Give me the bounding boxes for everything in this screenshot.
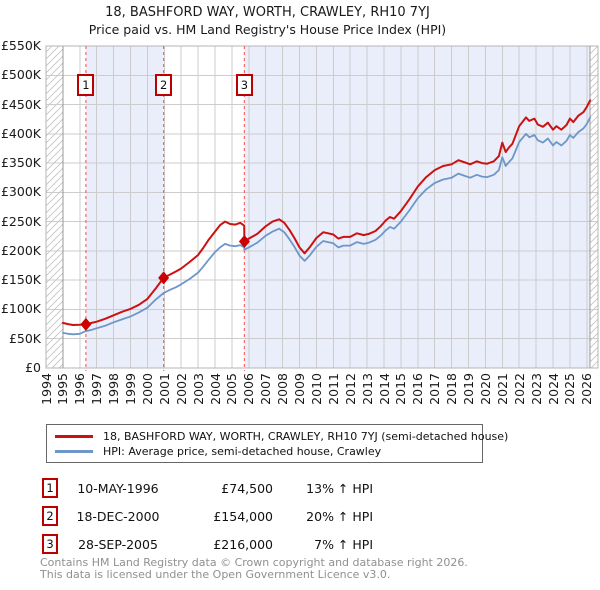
transaction-flag-2-label: 2	[159, 78, 168, 92]
blue-line-swatch	[55, 450, 93, 453]
transaction-hpi-diff: 7% ↑ HPI	[314, 536, 373, 552]
transaction-date: 28-SEP-2005	[78, 536, 158, 552]
x-tick-label: 2018	[444, 373, 460, 405]
x-tick-label: 2004	[207, 373, 223, 405]
transaction-flag-1-label: 1	[82, 78, 90, 92]
transaction-flag-1: 1	[77, 74, 95, 96]
transaction-flag-3-label: 3	[240, 78, 249, 92]
x-tick-label: 2026	[579, 373, 595, 405]
legend-row-hpi: HPI: Average price, semi-detached house,…	[55, 444, 474, 459]
transaction-number-badge: 3	[42, 534, 58, 554]
red-line-swatch	[55, 435, 93, 438]
x-tick-label: 2002	[173, 373, 189, 405]
license-footer: Contains HM Land Registry data © Crown c…	[40, 557, 468, 580]
x-tick-label: 2015	[393, 373, 409, 405]
x-tick-label: 1994	[38, 373, 54, 405]
transaction-number-badge: 1	[42, 478, 58, 498]
transaction-price: £154,000	[213, 508, 273, 524]
table-row: 2 18-DEC-2000 £154,000 20% ↑ HPI	[42, 505, 373, 527]
transaction-number: 1	[46, 481, 54, 495]
x-tick-label: 2000	[139, 373, 155, 405]
y-tick-label: £400K	[0, 125, 41, 141]
y-tick-label: £550K	[0, 38, 41, 53]
transaction-hpi-diff: 20% ↑ HPI	[306, 508, 373, 524]
y-tick-label: £200K	[0, 242, 41, 258]
transaction-number: 2	[46, 509, 54, 523]
chart-canvas	[45, 45, 599, 371]
transaction-flag-2: 2	[155, 74, 173, 96]
x-tick-label: 2013	[359, 373, 375, 405]
x-tick-label: 2017	[427, 373, 443, 405]
x-tick-label: 1995	[55, 373, 71, 405]
page-subtitle: Price paid vs. HM Land Registry's House …	[88, 22, 447, 37]
footer-line2: This data is licensed under the Open Gov…	[40, 567, 391, 581]
y-tick-label: £300K	[0, 184, 41, 200]
x-tick-label: 2024	[545, 373, 561, 405]
transaction-flag-3: 3	[235, 74, 253, 96]
y-tick-label: £500K	[0, 67, 41, 83]
transaction-date: 10-MAY-1996	[77, 480, 159, 496]
x-tick-label: 2021	[494, 373, 510, 405]
transaction-number-badge: 2	[42, 506, 58, 526]
legend-row-property: 18, BASHFORD WAY, WORTH, CRAWLEY, RH10 7…	[55, 429, 508, 444]
y-tick-label: £0	[25, 360, 41, 375]
x-tick-label: 1998	[106, 373, 122, 405]
x-tick-label: 2001	[156, 373, 172, 405]
y-tick-label: £450K	[0, 96, 41, 112]
transaction-price: £74,500	[221, 480, 273, 496]
x-tick-label: 2022	[511, 373, 527, 405]
x-tick-label: 2010	[308, 373, 324, 405]
transactions-table: 1 10-MAY-1996 £74,500 13% ↑ HPI 2 18-DEC…	[42, 477, 373, 561]
x-tick-label: 2023	[528, 373, 544, 405]
y-tick-label: £50K	[8, 330, 41, 346]
y-tick-label: £150K	[0, 272, 41, 288]
table-row: 3 28-SEP-2005 £216,000 7% ↑ HPI	[42, 533, 373, 555]
x-tick-label: 1996	[72, 373, 88, 405]
legend-label-property: 18, BASHFORD WAY, WORTH, CRAWLEY, RH10 7…	[103, 430, 509, 443]
table-row: 1 10-MAY-1996 £74,500 13% ↑ HPI	[42, 477, 373, 499]
x-tick-label: 2014	[376, 373, 392, 405]
transaction-number: 3	[46, 537, 54, 551]
x-tick-label: 2019	[461, 373, 476, 405]
x-tick-label: 1999	[123, 373, 138, 405]
x-tick-label: 2012	[342, 373, 358, 405]
page-title: 18, BASHFORD WAY, WORTH, CRAWLEY, RH10 7…	[105, 5, 430, 20]
chart-titles: 18, BASHFORD WAY, WORTH, CRAWLEY, RH10 7…	[0, 4, 535, 38]
x-tick-label: 2016	[410, 373, 426, 405]
x-tick-label: 2008	[275, 373, 291, 405]
legend-label-hpi: HPI: Average price, semi-detached house,…	[103, 445, 382, 458]
x-tick-label: 2007	[258, 373, 274, 405]
x-tick-label: 2009	[292, 373, 307, 405]
y-tick-label: £250K	[0, 213, 41, 229]
price-history-chart: £550K £500K £450K £400K £350K £300K £250K £200K…	[0, 38, 599, 405]
x-tick-label: 2020	[477, 373, 493, 405]
transaction-date: 18-DEC-2000	[76, 508, 160, 524]
x-tick-label: 2003	[190, 373, 206, 405]
transaction-hpi-diff: 13% ↑ HPI	[306, 480, 373, 496]
footer-line1: Contains HM Land Registry data © Crown c…	[40, 556, 468, 569]
x-tick-label: 1997	[89, 373, 105, 405]
x-tick-label: 2005	[224, 373, 240, 405]
chart-legend: 18, BASHFORD WAY, WORTH, CRAWLEY, RH10 7…	[46, 424, 508, 463]
y-tick-label: £350K	[0, 155, 41, 171]
x-tick-label: 2006	[241, 373, 257, 405]
transaction-price: £216,000	[213, 536, 273, 552]
x-tick-label: 2011	[325, 373, 341, 405]
x-tick-label: 2025	[562, 373, 578, 405]
y-tick-label: £100K	[0, 301, 41, 317]
